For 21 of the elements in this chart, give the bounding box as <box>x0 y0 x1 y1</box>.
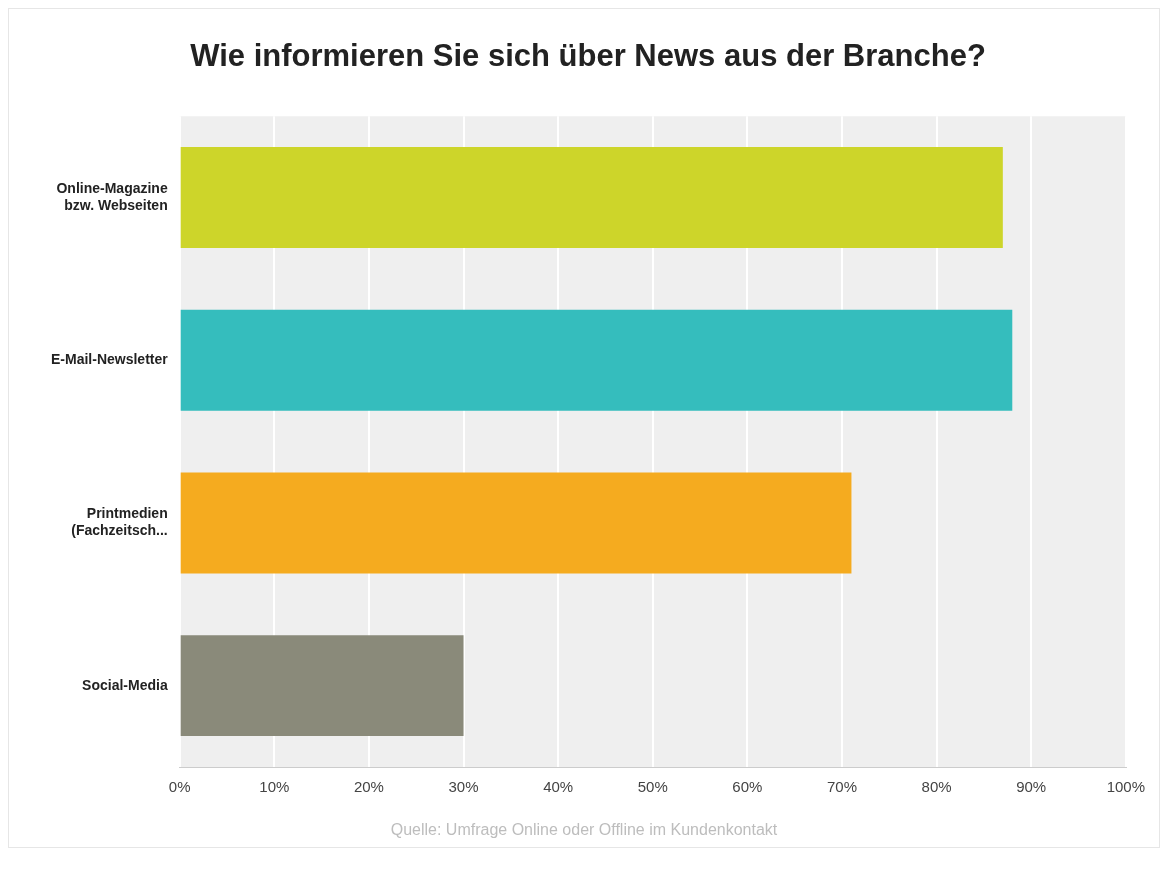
x-tick-label: 80% <box>921 778 952 796</box>
y-tick-label: E-Mail-Newsletter <box>50 351 169 368</box>
bar <box>180 635 464 737</box>
x-tick-label: 10% <box>259 778 290 796</box>
y-tick-label: Printmedien (Fachzeitsch... <box>71 505 168 539</box>
x-tick-label: 60% <box>732 778 763 796</box>
bar <box>180 309 1013 411</box>
y-tick-label: Online-Magazine bzw. Webseiten <box>56 180 168 213</box>
x-tick-label: 0% <box>168 778 191 796</box>
x-tick-label: 70% <box>826 778 857 796</box>
x-tick-label: 40% <box>543 778 574 796</box>
x-tick-label: 100% <box>1106 778 1146 796</box>
chart-title: Wie informieren Sie sich über News aus der Branche? <box>190 38 986 74</box>
source-note: Quelle: Umfrage Online oder Offline im Kundenkontakt <box>389 820 779 840</box>
bar <box>180 147 1003 248</box>
y-tick-label: Social-Media <box>82 676 168 693</box>
x-tick-label: 90% <box>1016 778 1047 796</box>
x-tick-label: 50% <box>637 778 668 796</box>
x-tick-label: 20% <box>353 778 384 796</box>
x-tick-label: 30% <box>448 778 479 796</box>
bar <box>180 472 852 574</box>
